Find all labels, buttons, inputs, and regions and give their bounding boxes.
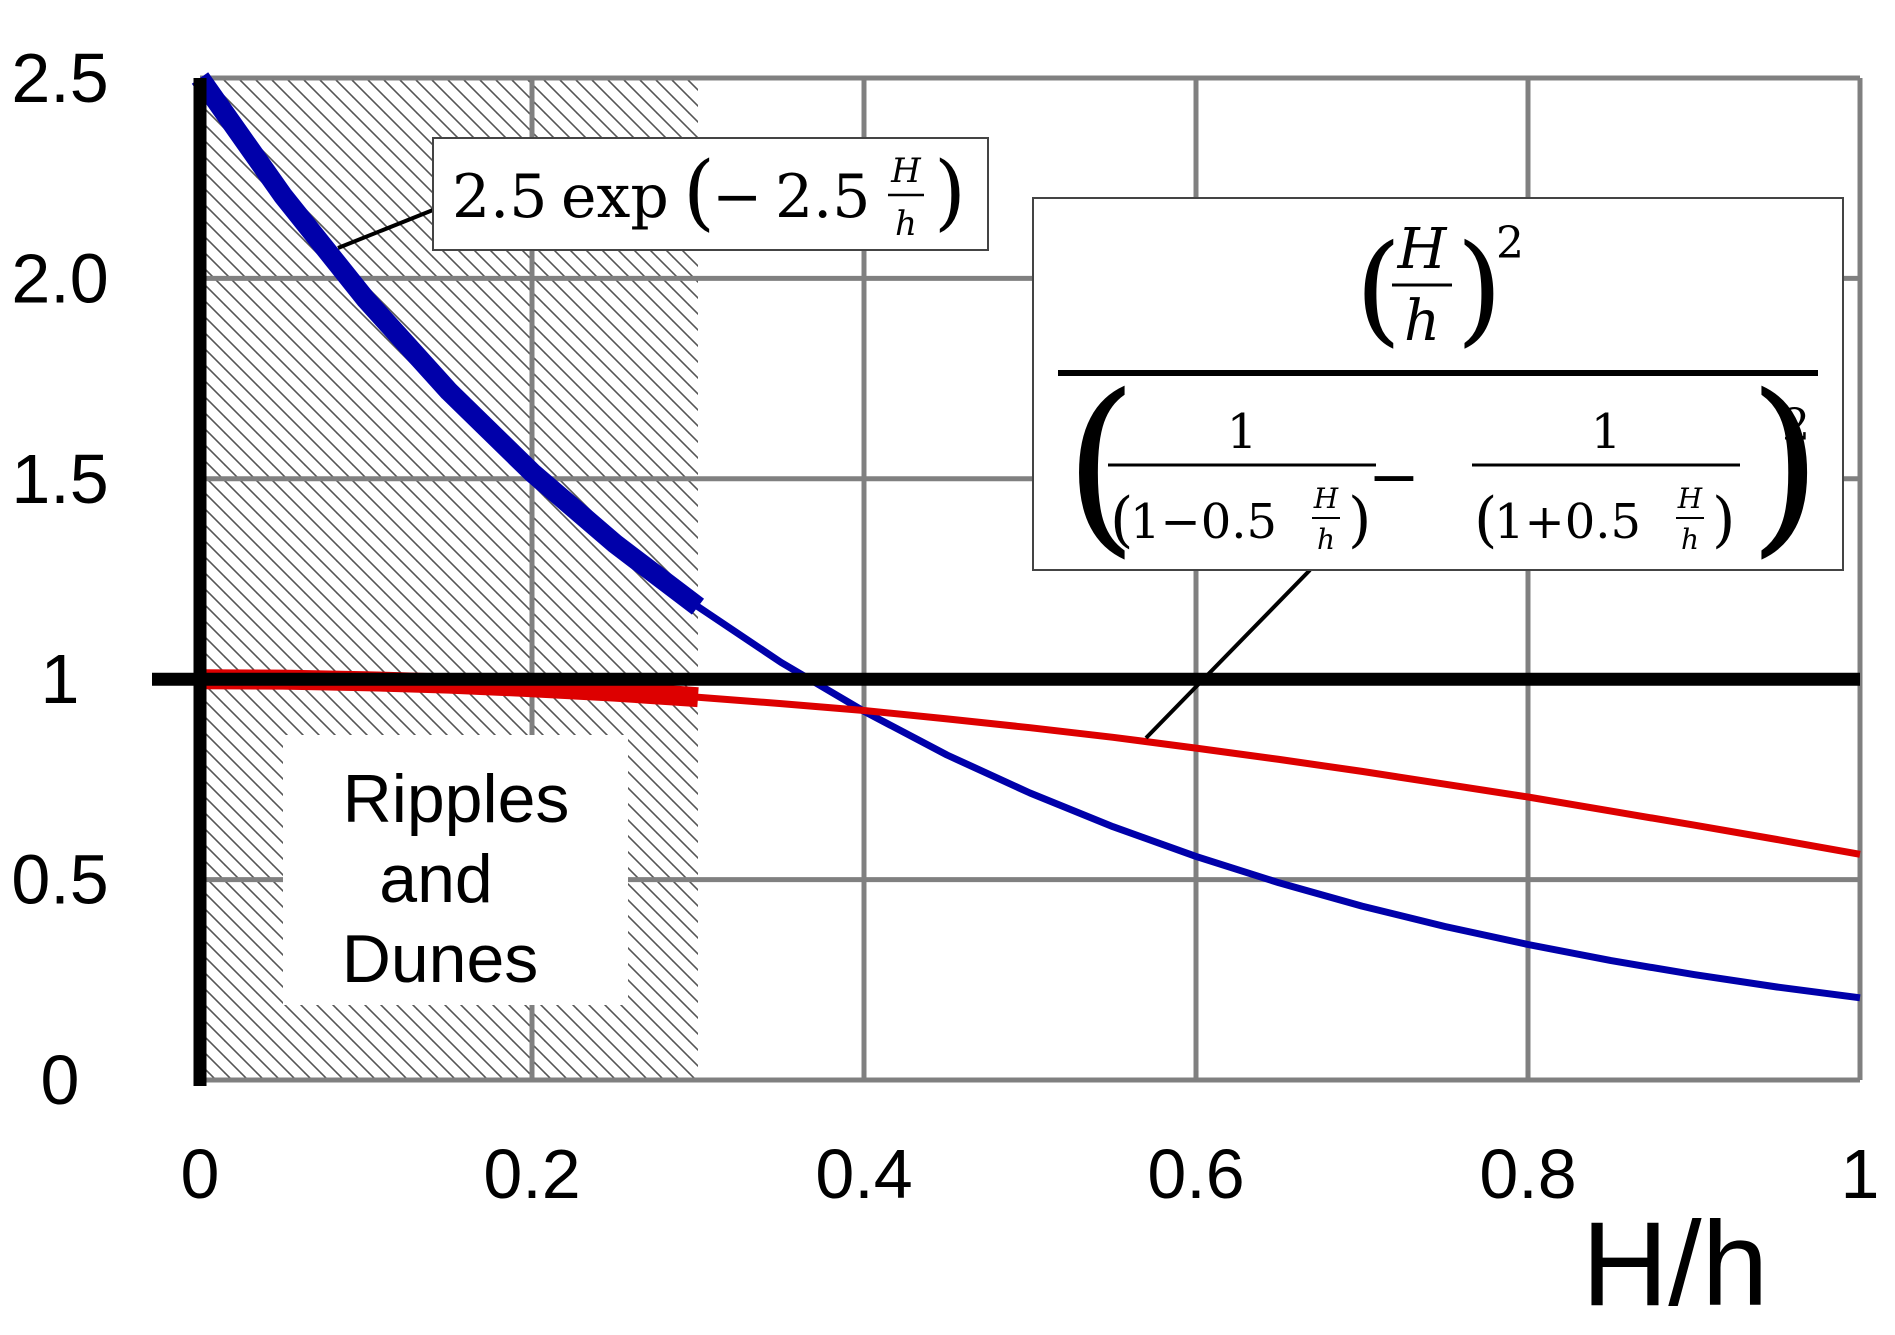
x-tick-label-4: 0.8 — [1479, 1135, 1576, 1213]
x-tick-label-2: 0.4 — [815, 1135, 912, 1213]
x-tick-label-1: 0.2 — [483, 1135, 580, 1213]
blue-leader-line — [337, 208, 434, 250]
red-leader-line — [1144, 568, 1312, 740]
x-axis-label: H/h — [1582, 1197, 1769, 1331]
red-den-right-one: 1 — [1591, 404, 1622, 460]
blue-formula-func: exp — [561, 162, 669, 232]
blue-formula-coef: 2.5 — [452, 162, 547, 232]
red-den-right-h: h — [1681, 523, 1699, 556]
blue-formula-frac-bottom: h — [895, 204, 917, 244]
red-den-left-h: h — [1317, 523, 1335, 556]
red-den-left-close: ) — [1348, 485, 1371, 555]
y-tick-label-0: 0 — [41, 1041, 80, 1119]
red-num-H: H — [1397, 217, 1448, 282]
blue-formula-num: 2.5 — [775, 162, 870, 232]
red-num-close-paren: ) — [1456, 220, 1503, 359]
red-den-exponent: 2 — [1782, 400, 1810, 451]
region-label-line-2: and — [379, 841, 492, 917]
y-tick-label-5: 2.5 — [11, 39, 108, 117]
red-formula-annotation: ( H h ) 2 ( 1 ( 1−0.5 H h ) − 1 ( 1+0.5 … — [1032, 197, 1844, 740]
y-tick-label-3: 1.5 — [11, 440, 108, 518]
red-den-left-one: 1 — [1227, 404, 1258, 460]
red-formula-box — [1032, 197, 1844, 571]
red-num-exponent: 2 — [1496, 218, 1524, 269]
red-den-left-open: ( — [1110, 485, 1133, 555]
red-den-right-expr: 1+0.5 — [1494, 494, 1641, 550]
blue-formula-frac-top: H — [890, 151, 922, 191]
region-label-background — [283, 735, 628, 1005]
blue-formula-annotation: 2.5 exp ( − 2.5 H h ) — [337, 137, 989, 251]
y-tick-label-1: 0.5 — [11, 841, 108, 919]
red-num-h: h — [1404, 289, 1440, 354]
red-den-close-paren: ) — [1748, 354, 1822, 575]
x-tick-label-5: 1 — [1841, 1135, 1880, 1213]
region-label-line-3: Dunes — [342, 921, 539, 997]
red-den-right-close: ) — [1712, 485, 1735, 555]
y-tick-label-4: 2.0 — [11, 239, 108, 317]
blue-formula-close-paren: ) — [934, 145, 966, 240]
blue-formula-minus: − — [712, 162, 762, 232]
region-label: Ripples and Dunes — [342, 761, 570, 997]
x-tick-label-3: 0.6 — [1147, 1135, 1244, 1213]
red-den-right-open: ( — [1474, 485, 1497, 555]
y-tick-label-2: 1 — [41, 640, 80, 718]
red-den-left-expr: 1−0.5 — [1130, 494, 1277, 550]
red-den-right-H: H — [1677, 482, 1703, 515]
blue-formula-open-paren: ( — [683, 145, 715, 240]
red-den-left-H: H — [1313, 482, 1339, 515]
series-0-highlight — [191, 72, 705, 615]
red-den-minus: − — [1368, 440, 1420, 513]
region-label-line-1: Ripples — [343, 761, 570, 837]
x-tick-label-0: 0 — [181, 1135, 220, 1213]
red-num-open-paren: ( — [1355, 220, 1402, 359]
